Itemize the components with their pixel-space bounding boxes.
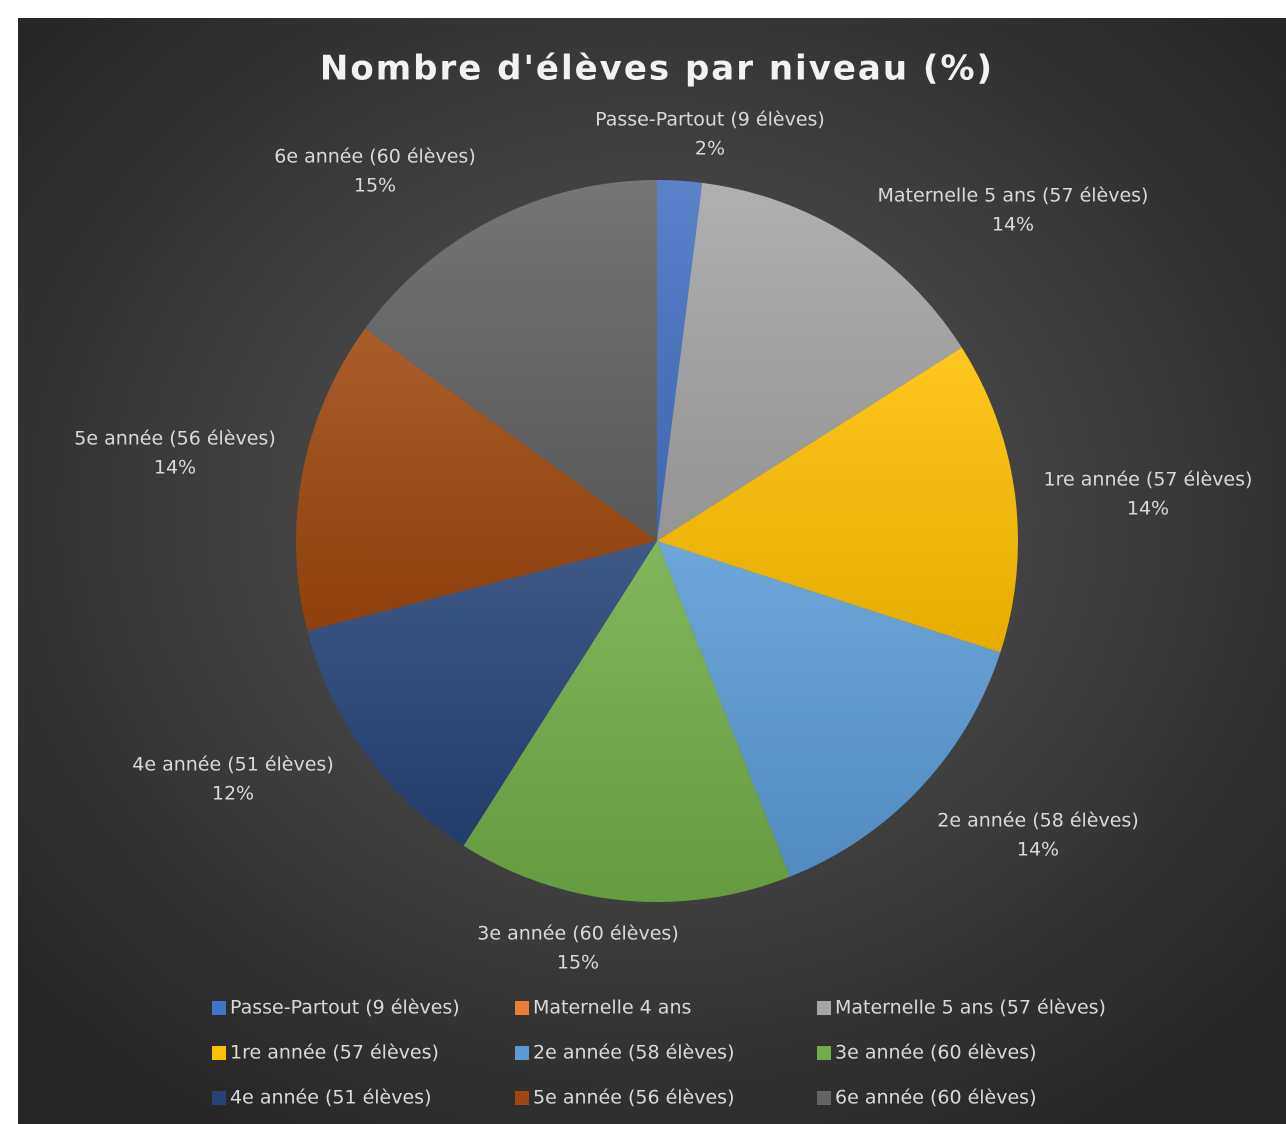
legend-label: Maternelle 5 ans (57 élèves) bbox=[835, 997, 1106, 1019]
slice-shade bbox=[296, 328, 657, 631]
slice-shade bbox=[657, 180, 703, 541]
legend-swatch bbox=[515, 1091, 529, 1105]
legend-label: 6e année (60 élèves) bbox=[835, 1087, 1037, 1109]
data-label-value: 14% bbox=[1017, 839, 1059, 861]
legend-label: 1re année (57 élèves) bbox=[230, 1042, 439, 1064]
data-label-value: 2% bbox=[695, 138, 725, 160]
data-label-value: 15% bbox=[354, 175, 396, 197]
legend-swatch bbox=[212, 1091, 226, 1105]
slice-shade bbox=[307, 541, 657, 846]
legend-label: Maternelle 4 ans bbox=[533, 997, 691, 1019]
data-label-name: 1re année (57 élèves) bbox=[1044, 469, 1253, 491]
legend-swatch bbox=[212, 1046, 226, 1060]
data-label-name: Passe-Partout (9 élèves) bbox=[595, 109, 825, 131]
legend-swatch bbox=[817, 1046, 831, 1060]
legend-label: 2e année (58 élèves) bbox=[533, 1042, 735, 1064]
data-label-name: 4e année (51 élèves) bbox=[132, 754, 334, 776]
data-label-value: 14% bbox=[154, 457, 196, 479]
slice-shade bbox=[657, 541, 1001, 877]
slice-shade bbox=[364, 180, 657, 541]
data-label-name: 2e année (58 élèves) bbox=[937, 810, 1139, 832]
chart-title: Nombre d'élèves par niveau (%) bbox=[320, 49, 994, 89]
slice-shade bbox=[463, 541, 790, 902]
data-label-value: 15% bbox=[557, 952, 599, 974]
legend-label: 4e année (51 élèves) bbox=[230, 1087, 432, 1109]
legend-label: 5e année (56 élèves) bbox=[533, 1087, 735, 1109]
data-label-name: 5e année (56 élèves) bbox=[74, 428, 276, 450]
pie bbox=[296, 180, 1018, 902]
legend-label: 3e année (60 élèves) bbox=[835, 1042, 1037, 1064]
data-label-name: Maternelle 5 ans (57 élèves) bbox=[878, 185, 1149, 207]
data-label-value: 14% bbox=[992, 214, 1034, 236]
data-label-name: 6e année (60 élèves) bbox=[274, 146, 476, 168]
legend-swatch bbox=[212, 1001, 226, 1015]
legend-swatch bbox=[817, 1091, 831, 1105]
legend-label: Passe-Partout (9 élèves) bbox=[230, 997, 460, 1019]
legend-swatch bbox=[515, 1001, 529, 1015]
legend-swatch bbox=[515, 1046, 529, 1060]
slice-shade bbox=[657, 347, 1018, 653]
data-label-value: 12% bbox=[212, 783, 254, 805]
slice-shade bbox=[657, 182, 962, 541]
data-label-name: 3e année (60 élèves) bbox=[477, 923, 679, 945]
legend-swatch bbox=[817, 1001, 831, 1015]
data-label-value: 14% bbox=[1127, 498, 1169, 520]
